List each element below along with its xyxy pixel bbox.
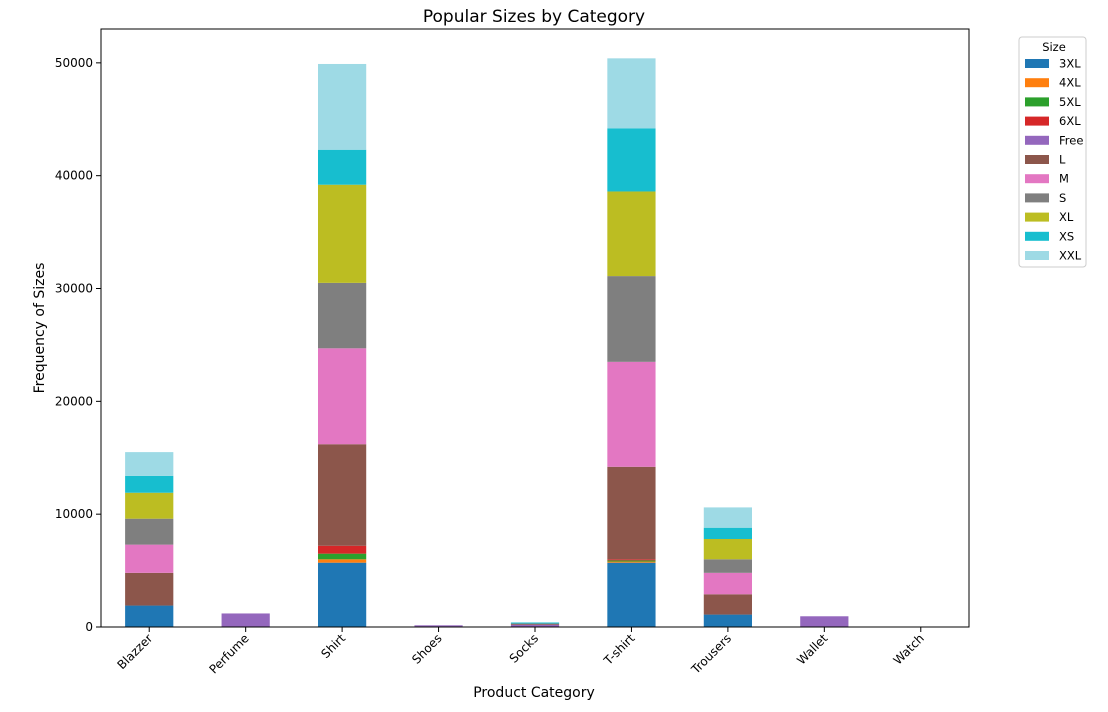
plot-area <box>100 28 970 628</box>
legend-label-5xl: 5XL <box>1059 95 1081 109</box>
bar-segment-6xl-2 <box>318 545 367 554</box>
legend-label-l: L <box>1059 153 1066 167</box>
legend-swatch-6xl <box>1025 116 1049 126</box>
bar-segment-xxl-0 <box>125 452 174 476</box>
bar-segment-3xl-5 <box>607 562 656 627</box>
bar-segment-xs-6 <box>703 527 752 539</box>
bar-segment-3xl-6 <box>703 614 752 627</box>
x-tick-label: Watch <box>891 631 927 667</box>
bar-segment-6xl-5 <box>607 559 656 561</box>
bar-segment-s-5 <box>607 276 656 362</box>
legend-title: Size <box>1042 40 1066 54</box>
x-tick-label: Shoes <box>409 631 444 666</box>
x-tick-label: Trousers <box>688 631 734 677</box>
bar-segment-free-1 <box>221 613 270 627</box>
bar-segment-free-3 <box>414 625 463 627</box>
legend-label-s: S <box>1059 191 1066 205</box>
legend-swatch-m <box>1025 174 1049 184</box>
bar-segment-s-0 <box>125 518 174 545</box>
legend: Size 3XL 4XL 5XL 6XL Free LMS XL XS XXL <box>1018 36 1087 268</box>
legend-swatch-xxl <box>1025 251 1049 260</box>
bar-segment-xxl-2 <box>318 63 367 150</box>
legend-items: 3XL 4XL 5XL 6XL Free LMS XL XS XXL <box>1025 57 1083 263</box>
x-tick-label: Socks <box>507 631 541 665</box>
legend-swatch-l <box>1025 155 1049 164</box>
bar-segment-l-0 <box>125 572 174 606</box>
bar-segment-l-4 <box>510 623 560 625</box>
x-tick-label: T-shirt <box>601 631 638 668</box>
bar-segment-l-6 <box>703 594 752 615</box>
y-tick-label: 30000 <box>55 282 93 296</box>
legend-swatch-xs <box>1025 231 1049 241</box>
y-tick-label: 10000 <box>55 507 93 521</box>
legend-label-xxl: XXL <box>1059 249 1082 263</box>
legend-label-xs: XS <box>1059 229 1074 243</box>
legend-swatch-s <box>1025 193 1049 203</box>
bar-segment-5xl-5 <box>607 560 656 562</box>
bar-segment-xs-0 <box>125 475 174 493</box>
bar-segment-l-5 <box>607 466 656 560</box>
x-axis: Blazzer Perfume Shirt Shoes Socks T-shirt Trou… <box>114 627 927 677</box>
bar-segment-3xl-0 <box>125 605 174 627</box>
bar-segment-l-2 <box>318 444 367 546</box>
bar-segment-m-2 <box>318 348 367 445</box>
legend-label-xl: XL <box>1059 210 1074 224</box>
bar-segment-s-6 <box>703 559 752 573</box>
bar-segment-xl-5 <box>607 191 656 277</box>
bar-segment-4xl-5 <box>607 561 656 563</box>
y-tick-label: 20000 <box>55 394 93 408</box>
bar-segment-s-2 <box>318 282 367 349</box>
legend-frame <box>1018 36 1087 268</box>
legend-label-3xl: 3XL <box>1059 57 1081 71</box>
bar-segment-xl-2 <box>318 184 367 283</box>
x-tick-label: Perfume <box>207 631 252 676</box>
y-axis-title: Frequency of Sizes <box>32 263 48 394</box>
x-tick-label: Shirt <box>318 631 348 661</box>
bar-segment-xxl-6 <box>703 507 752 528</box>
bar-segment-free-4 <box>510 624 560 627</box>
bar-segment-xs-5 <box>607 128 656 192</box>
legend-label-4xl: 4XL <box>1059 76 1081 90</box>
y-tick-label: 0 <box>85 620 93 634</box>
bar-segment-3xl-2 <box>318 562 367 627</box>
bar-segment-xs-2 <box>318 149 367 185</box>
legend-swatch-3xl <box>1025 59 1049 68</box>
bar-segment-5xl-2 <box>318 553 367 560</box>
bar-segment-xl-6 <box>703 538 752 560</box>
x-tick-label: Blazzer <box>114 631 155 672</box>
legend-swatch-xl <box>1025 212 1049 222</box>
bar-segment-m-0 <box>125 544 174 573</box>
legend-label-free: Free <box>1059 133 1083 147</box>
legend-label-6xl: 6XL <box>1059 114 1081 128</box>
legend-label-m: M <box>1059 172 1069 186</box>
bar-segment-xs-4 <box>510 622 560 624</box>
bar-segment-m-5 <box>607 361 656 467</box>
chart-title: Popular Sizes by Category <box>423 7 645 27</box>
legend-swatch-5xl <box>1025 97 1049 107</box>
bar-segment-xxl-5 <box>607 58 656 129</box>
bar-segment-m-6 <box>703 572 752 595</box>
bar-segment-xl-0 <box>125 492 174 519</box>
plot-frame <box>100 28 970 628</box>
x-axis-title: Product Category <box>473 685 595 701</box>
bar-segment-4xl-2 <box>318 559 367 563</box>
bar-segment-free-7 <box>800 616 849 627</box>
y-tick-label: 50000 <box>55 56 93 70</box>
y-tick-label: 40000 <box>55 169 93 183</box>
legend-swatch-free <box>1025 135 1049 145</box>
legend-swatch-4xl <box>1025 78 1049 88</box>
y-axis: 0 10000 20000 30000 40000 50000 <box>55 56 101 634</box>
x-tick-label: Wallet <box>794 631 830 667</box>
